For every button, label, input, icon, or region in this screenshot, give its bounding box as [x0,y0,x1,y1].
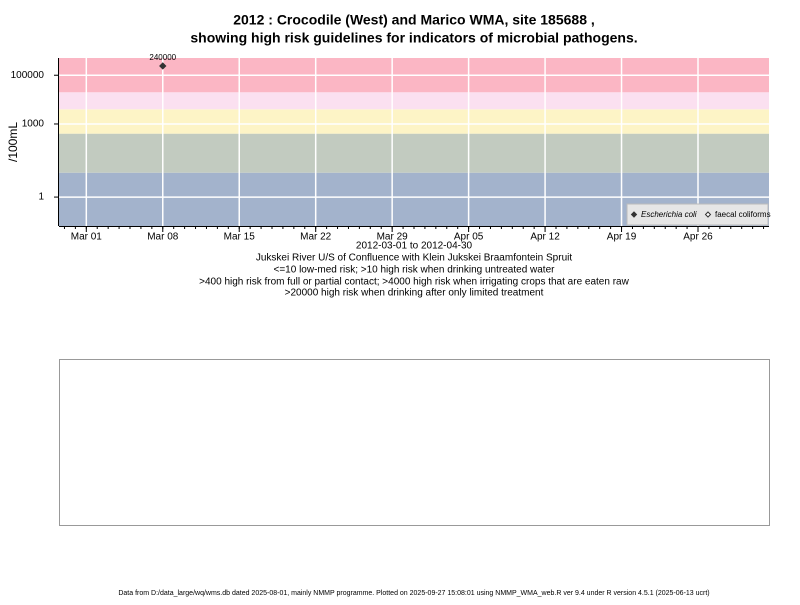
subtitle: >400 high risk from full or partial cont… [199,277,629,288]
x-tick-label: Mar 29 [377,232,409,243]
footer: Data from D:/data_large/wq/wms.db dated … [118,590,709,597]
data-point [159,62,167,70]
y-tick-label: 1 [38,192,44,203]
risk-band [59,109,769,134]
x-axis-label: 2012-03-01 to 2012-04-30 [356,241,473,252]
x-tick-label: Mar 22 [300,232,332,243]
chart-title: showing high risk guidelines for indicat… [190,30,637,46]
x-tick-label: Mar 15 [224,232,256,243]
x-tick-label: Apr 26 [683,232,713,243]
x-tick-label: Mar 08 [147,232,179,243]
chart-title: 2012 : Crocodile (West) and Marico WMA, … [233,12,595,28]
legend-box [626,203,769,226]
legend-marker [630,211,638,218]
empty-panel [59,359,770,526]
subtitle: <=10 low-med risk; >10 high risk when dr… [274,265,556,276]
y-tick-label: 1000 [22,119,45,130]
x-tick-label: Apr 19 [607,232,637,243]
y-axis-label: /100mL [6,122,20,162]
risk-band [59,133,769,173]
x-tick-label: Apr 05 [454,232,484,243]
legend-label: Escherichia coli [641,210,697,219]
subtitle: Jukskei River U/S of Confluence with Kle… [256,253,572,264]
data-label: 240000 [149,53,176,62]
risk-band [59,92,769,110]
subtitle: >20000 high risk when drinking after onl… [285,288,544,299]
x-tick-label: Apr 12 [530,232,560,243]
x-tick-label: Mar 01 [71,232,103,243]
y-tick-label: 100000 [11,70,45,81]
legend-label: faecal coliforms [715,210,771,219]
legend-marker [704,211,712,218]
